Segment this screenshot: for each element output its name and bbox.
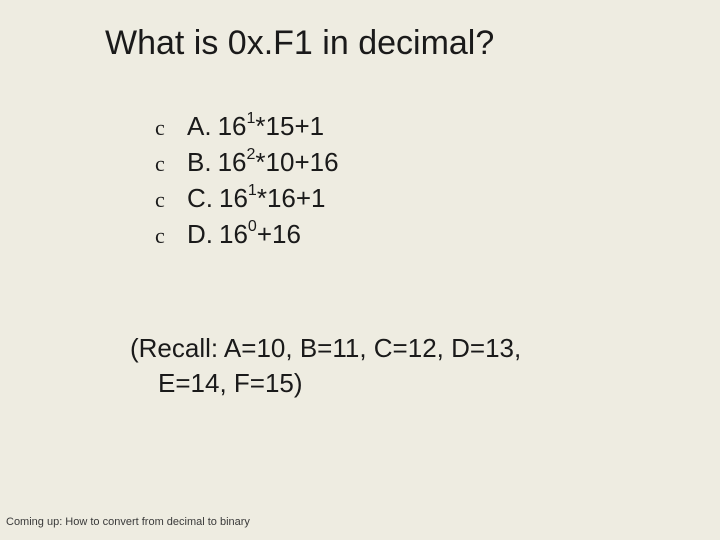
option-base: 16: [218, 147, 247, 177]
option-a: c A.161*15+1: [155, 109, 720, 145]
recall-line-2: E=14, F=15): [158, 366, 630, 401]
option-c: c C.161*16+1: [155, 181, 720, 217]
option-base: 16: [219, 219, 248, 249]
bullet-icon: c: [155, 221, 183, 251]
option-text: C.161*16+1: [187, 181, 326, 217]
option-text: D.160+16: [187, 217, 301, 253]
slide-title: What is 0x.F1 in decimal?: [105, 24, 720, 63]
option-exp: 1: [247, 110, 256, 127]
option-label: B.: [187, 147, 212, 177]
option-exp: 2: [247, 146, 256, 163]
option-base: 16: [218, 111, 247, 141]
option-exp: 1: [248, 182, 257, 199]
option-text: A.161*15+1: [187, 109, 324, 145]
option-exp: 0: [248, 218, 257, 235]
option-label: D.: [187, 219, 213, 249]
recall-note: (Recall: A=10, B=11, C=12, D=13, E=14, F…: [130, 331, 630, 401]
footer-text: Coming up: How to convert from decimal t…: [6, 516, 250, 528]
option-rest: *16+1: [257, 183, 326, 213]
option-rest: *10+16: [255, 147, 338, 177]
option-b: c B.162*10+16: [155, 145, 720, 181]
option-text: B.162*10+16: [187, 145, 339, 181]
option-rest: +16: [257, 219, 301, 249]
option-label: A.: [187, 111, 212, 141]
bullet-icon: c: [155, 185, 183, 215]
option-label: C.: [187, 183, 213, 213]
option-base: 16: [219, 183, 248, 213]
bullet-icon: c: [155, 113, 183, 143]
option-rest: *15+1: [255, 111, 324, 141]
options-list: c A.161*15+1 c B.162*10+16 c C.161*16+1 …: [155, 109, 720, 253]
slide: What is 0x.F1 in decimal? c A.161*15+1 c…: [0, 0, 720, 540]
bullet-icon: c: [155, 149, 183, 179]
option-d: c D.160+16: [155, 217, 720, 253]
recall-line-1: (Recall: A=10, B=11, C=12, D=13,: [130, 331, 630, 366]
